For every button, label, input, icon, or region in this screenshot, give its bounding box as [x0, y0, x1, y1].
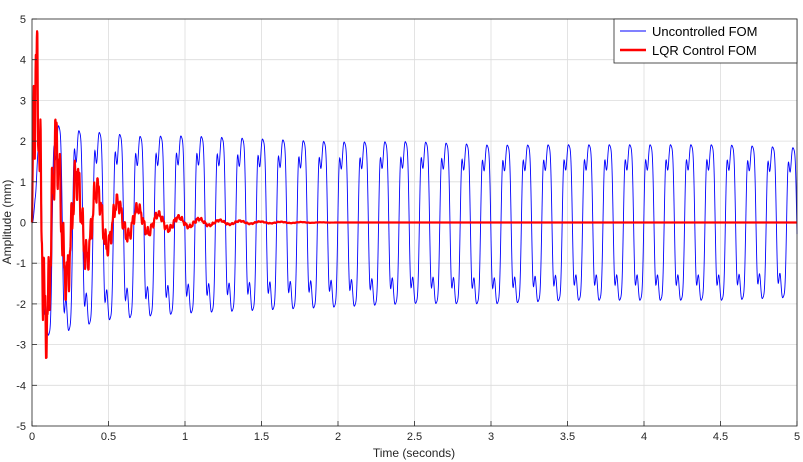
x-tick-label: 3 [488, 431, 494, 443]
y-tick-label: 1 [20, 177, 26, 189]
y-tick-label: -4 [16, 380, 26, 392]
x-tick-label: 1 [182, 431, 188, 443]
y-axis-label: Amplitude (mm) [0, 180, 14, 265]
line-uncontrolled-fom [31, 125, 798, 336]
y-axis-ticks: -5 -4 -3 -2 -1 0 1 2 3 4 5 [16, 14, 37, 433]
y-tick-label: 4 [20, 55, 26, 67]
y-tick-label: -1 [16, 258, 26, 270]
legend: Uncontrolled FOM LQR Control FOM [613, 18, 798, 64]
y-tick-label: 3 [20, 95, 26, 107]
x-axis-label: Time (seconds) [373, 446, 455, 460]
y-tick-label: 5 [20, 14, 26, 26]
y-tick-label: -5 [16, 421, 26, 433]
x-tick-label: 3.5 [560, 431, 575, 443]
y-tick-label: -2 [16, 299, 26, 311]
line-lqr-control-fom [30, 30, 798, 360]
x-tick-label: 0 [29, 431, 35, 443]
x-tick-label: 4 [641, 431, 647, 443]
x-tick-label: 5 [794, 431, 800, 443]
legend-label-lqr-control-fom: LQR Control FOM [652, 43, 757, 58]
series-uncontrolled-fom [31, 125, 798, 336]
x-tick-label: 0.5 [101, 431, 116, 443]
y-tick-label: 0 [20, 218, 26, 230]
series-lqr-control-fom [30, 30, 798, 360]
x-tick-label: 4.5 [713, 431, 728, 443]
x-tick-label: 1.5 [254, 431, 269, 443]
x-tick-label: 2 [335, 431, 341, 443]
x-tick-label: 2.5 [407, 431, 422, 443]
legend-box [613, 18, 798, 64]
y-tick-label: -3 [16, 340, 26, 352]
y-tick-label: 2 [20, 136, 26, 148]
legend-label-uncontrolled-fom: Uncontrolled FOM [652, 24, 757, 39]
x-axis-ticks: 0 0.5 1 1.5 2 2.5 3 3.5 4 4.5 5 [29, 421, 800, 443]
